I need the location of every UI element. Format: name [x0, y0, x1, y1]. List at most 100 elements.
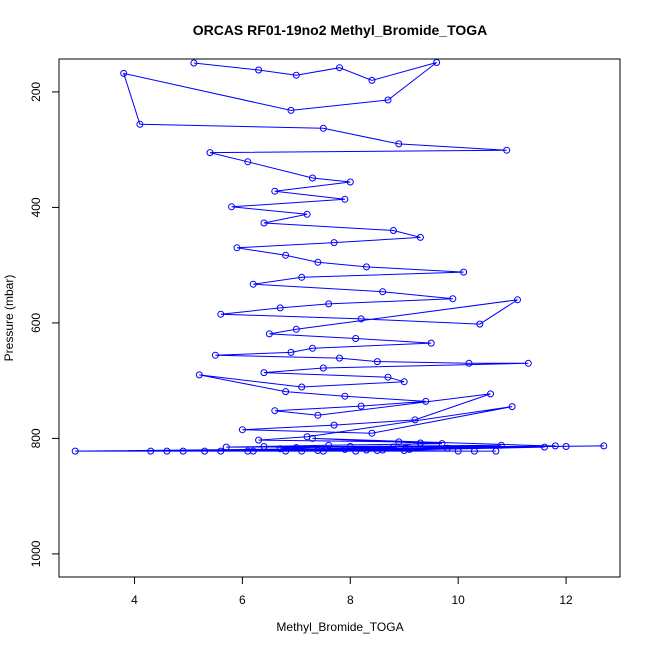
y-tick-label: 400 — [29, 197, 43, 217]
data-point — [244, 447, 252, 455]
data-point — [562, 443, 570, 450]
data-point — [292, 325, 300, 333]
data-point — [120, 69, 128, 77]
x-tick-label: 12 — [559, 593, 573, 607]
data-point — [314, 411, 322, 419]
data-point — [422, 397, 430, 405]
data-point — [217, 310, 225, 318]
data-point — [190, 59, 198, 67]
data-point — [363, 446, 370, 454]
data-point — [314, 258, 322, 266]
data-point — [541, 443, 548, 451]
x-tick-label: 8 — [347, 593, 354, 607]
y-tick-label: 1000 — [29, 540, 43, 567]
data-point — [368, 429, 376, 437]
x-axis-label: Methyl_Bromide_TOGA — [276, 620, 403, 634]
data-point — [330, 239, 338, 247]
data-point — [503, 146, 511, 154]
data-point — [341, 195, 349, 203]
data-point — [195, 371, 203, 379]
data-point — [487, 390, 494, 398]
data-point — [298, 383, 306, 391]
data-point — [476, 320, 484, 328]
y-axis-label: Pressure (mbar) — [2, 275, 16, 362]
data-point — [260, 443, 268, 450]
data-point — [325, 300, 333, 308]
data-point — [309, 434, 316, 442]
data-point — [443, 444, 451, 452]
data-point — [309, 174, 316, 182]
data-point — [379, 288, 387, 296]
data-point — [325, 441, 333, 449]
data-point — [233, 244, 241, 252]
data-point — [319, 124, 327, 132]
data-point — [357, 315, 365, 323]
data-point — [465, 359, 473, 367]
data-point — [346, 178, 354, 186]
data-point — [357, 402, 365, 410]
data-point — [271, 407, 279, 415]
data-point — [298, 273, 306, 281]
data-point — [319, 364, 327, 372]
data-point — [427, 339, 435, 347]
data-point — [454, 447, 462, 455]
data-point — [400, 378, 408, 386]
data-point — [368, 76, 376, 84]
data-point — [292, 71, 300, 79]
data-point — [179, 447, 187, 455]
data-point — [222, 443, 230, 451]
data-point — [373, 358, 381, 366]
data-point — [260, 369, 268, 377]
data-point — [492, 447, 500, 455]
data-point — [228, 203, 236, 211]
x-axis: 4 6 8 10 12 — [131, 576, 573, 607]
data-point — [206, 149, 214, 157]
x-tick-label: 4 — [131, 593, 138, 607]
data-point — [282, 388, 290, 396]
data-point — [282, 251, 290, 259]
data-point — [341, 445, 349, 453]
data-point — [336, 354, 343, 362]
data-point — [249, 280, 257, 288]
data-point — [136, 120, 144, 128]
data-point — [352, 447, 360, 455]
data-point — [336, 64, 343, 72]
data-point — [400, 447, 408, 454]
data-point — [363, 263, 370, 271]
data-point — [379, 446, 387, 454]
data-point — [551, 442, 559, 450]
data-point — [330, 421, 338, 429]
data-point — [211, 351, 219, 359]
data-point — [524, 359, 532, 367]
data-point — [395, 438, 403, 446]
data-point — [416, 233, 424, 241]
data-point — [373, 447, 381, 454]
data-point — [249, 447, 257, 455]
data-point — [314, 447, 322, 454]
data-point — [217, 447, 225, 455]
y-tick-label: 200 — [29, 82, 43, 102]
data-point — [244, 158, 252, 166]
data-point — [352, 335, 360, 342]
data-point — [298, 447, 306, 455]
data-point — [303, 210, 311, 218]
data-point — [282, 447, 290, 455]
data-point — [163, 447, 171, 455]
data-point — [276, 304, 284, 312]
data-point — [389, 227, 397, 234]
data-point — [319, 447, 327, 455]
data-point — [271, 187, 279, 195]
data-point — [71, 447, 79, 455]
y-axis: 200 400 600 800 1000 — [29, 82, 60, 567]
x-tick-label: 10 — [451, 593, 465, 607]
data-point — [260, 219, 268, 227]
data-point — [411, 416, 419, 424]
data-point — [384, 373, 392, 381]
data-point — [389, 443, 397, 451]
data-point — [147, 447, 155, 455]
data-point — [460, 268, 468, 276]
chart-title: ORCAS RF01-19no2 Methyl_Bromide_TOGA — [193, 22, 488, 38]
data-point — [438, 440, 446, 448]
series-line — [75, 62, 604, 452]
data-point — [238, 426, 246, 434]
